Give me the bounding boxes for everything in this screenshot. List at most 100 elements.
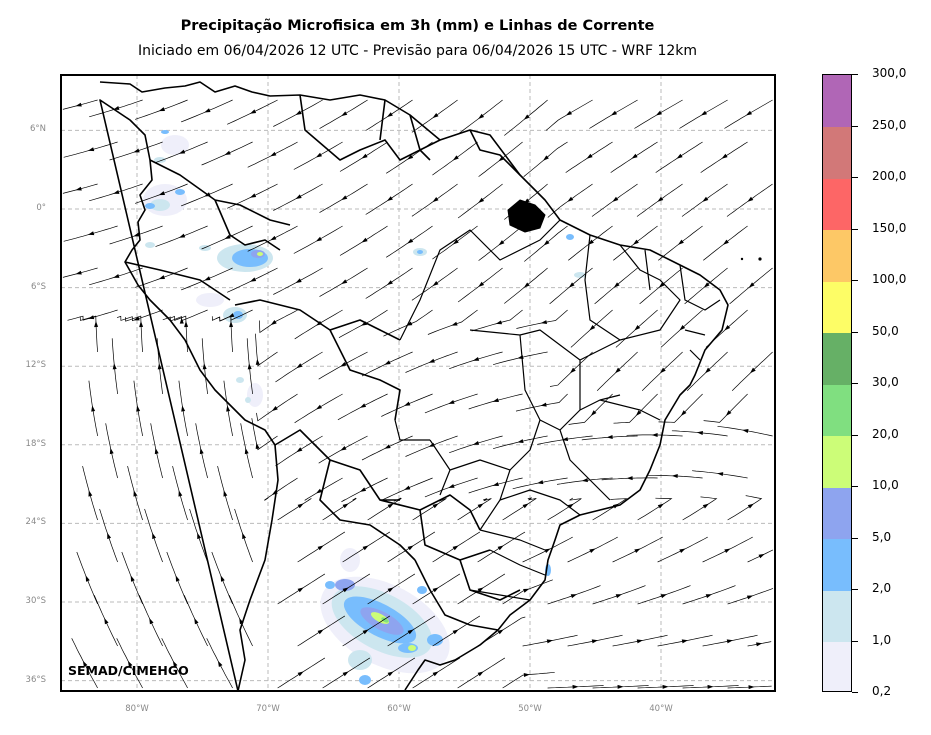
streamline-arrow	[523, 673, 530, 678]
streamline-arrow	[432, 503, 439, 509]
streamline-arrow	[657, 503, 664, 509]
coastlines-and-borders	[99, 81, 729, 691]
streamline-arrow	[522, 503, 529, 509]
streamline-arrow	[404, 401, 411, 406]
colorbar-level-label: 150,0	[872, 220, 907, 235]
colorbar-level-label: 1,0	[872, 632, 892, 647]
streamline-arrow	[386, 112, 393, 118]
streamline	[457, 498, 492, 521]
streamline-arrow	[194, 617, 199, 625]
colorbar-level-label: 200,0	[872, 169, 907, 183]
streamline-arrow	[636, 639, 644, 644]
streamline-arrow	[404, 485, 411, 490]
streamline	[471, 309, 523, 332]
precip-cell	[154, 130, 189, 163]
streamline-arrow	[104, 617, 109, 625]
streamline-arrow	[130, 575, 135, 582]
streamline-arrow	[87, 231, 95, 236]
streamline-arrow	[472, 440, 480, 445]
streamline-arrow	[660, 594, 668, 599]
streamline-arrow	[199, 447, 204, 455]
streamline-arrow	[679, 325, 686, 331]
streamline-arrow	[750, 367, 756, 374]
streamline-arrow	[745, 110, 753, 116]
streamline-arrow	[172, 660, 178, 667]
colorbar-segment	[823, 641, 851, 691]
streamline-arrow	[543, 155, 549, 161]
streamline-arrow	[94, 321, 99, 328]
streamline-arrow	[255, 442, 260, 450]
streamline-arrow	[634, 325, 641, 331]
streamline-arrow	[544, 548, 551, 554]
colorbar-tick	[852, 589, 858, 590]
colorbar-segment	[823, 75, 851, 127]
streamline-arrow	[362, 545, 369, 551]
streamline-arrow	[178, 149, 186, 154]
streamline-arrow	[244, 447, 249, 455]
streamline-arrow	[178, 233, 186, 238]
streamline-arrow	[255, 358, 260, 365]
streamline-arrow	[725, 410, 732, 416]
lon-tick-label: 40°W	[649, 704, 673, 714]
streamline-arrow	[178, 490, 183, 497]
lat-tick-label: 0°	[36, 203, 46, 213]
island-dot	[758, 257, 762, 261]
streamline-arrow	[478, 281, 485, 288]
streamline-arrow	[572, 684, 579, 689]
streamline-arrow	[341, 195, 348, 201]
streamline-arrow	[202, 363, 207, 370]
colorbar	[822, 74, 852, 692]
lat-tick-label: 18°S	[25, 438, 46, 449]
streamline-arrow	[152, 532, 157, 540]
streamline-arrow	[107, 532, 112, 540]
streamline-arrow	[567, 503, 574, 509]
colorbar-segment	[823, 590, 851, 642]
colorbar-segment	[823, 538, 851, 591]
streamline-arrow	[497, 545, 504, 551]
streamline-arrow	[428, 358, 435, 363]
streamline-arrow	[226, 405, 231, 412]
streamline-arrow	[133, 232, 140, 237]
streamline	[79, 315, 98, 353]
streamline-arrow	[407, 238, 414, 244]
state-border	[394, 219, 721, 601]
map-frame	[60, 74, 776, 692]
colorbar-tick	[852, 383, 858, 384]
colorbar-segment	[823, 126, 851, 179]
streamline-arrow	[217, 660, 223, 667]
streamline-arrow	[606, 434, 613, 439]
colorbar-tick	[852, 486, 858, 487]
lat-tick-label: 6°S	[30, 281, 46, 292]
streamline	[516, 309, 568, 329]
streamline-arrow	[497, 629, 504, 635]
streamline-arrow	[451, 321, 458, 326]
streamline-arrow	[204, 276, 211, 281]
streamline-arrow	[679, 548, 686, 554]
streamline-arrow	[359, 487, 367, 492]
streamline-arrow	[432, 587, 439, 593]
colorbar-segment	[823, 229, 851, 282]
streamline-arrow	[726, 639, 734, 644]
streamline-arrow	[452, 545, 459, 551]
streamline-arrow	[157, 363, 162, 370]
streamline-arrow	[478, 197, 485, 204]
streamline-arrow	[270, 320, 277, 326]
streamline-arrow	[85, 575, 90, 582]
streamline-arrow	[315, 152, 322, 158]
streamline-arrow	[386, 196, 393, 202]
streamline	[170, 315, 188, 353]
streamline	[264, 477, 298, 501]
streamline-arrow	[651, 433, 658, 438]
colorbar-tick	[852, 331, 858, 333]
colorbar-level-label: 20,0	[872, 426, 899, 441]
streamline-arrow	[158, 107, 166, 112]
streamline-arrow	[315, 236, 322, 242]
streamline-arrow	[387, 587, 394, 593]
streamline-arrow	[537, 480, 544, 485]
streamline-arrow	[702, 503, 709, 509]
colorbar-tick	[852, 74, 858, 75]
streamline	[255, 333, 278, 367]
streamline-arrow	[75, 270, 82, 275]
streamline-arrow	[387, 503, 394, 509]
colorbar-level-label: 30,0	[872, 375, 899, 389]
